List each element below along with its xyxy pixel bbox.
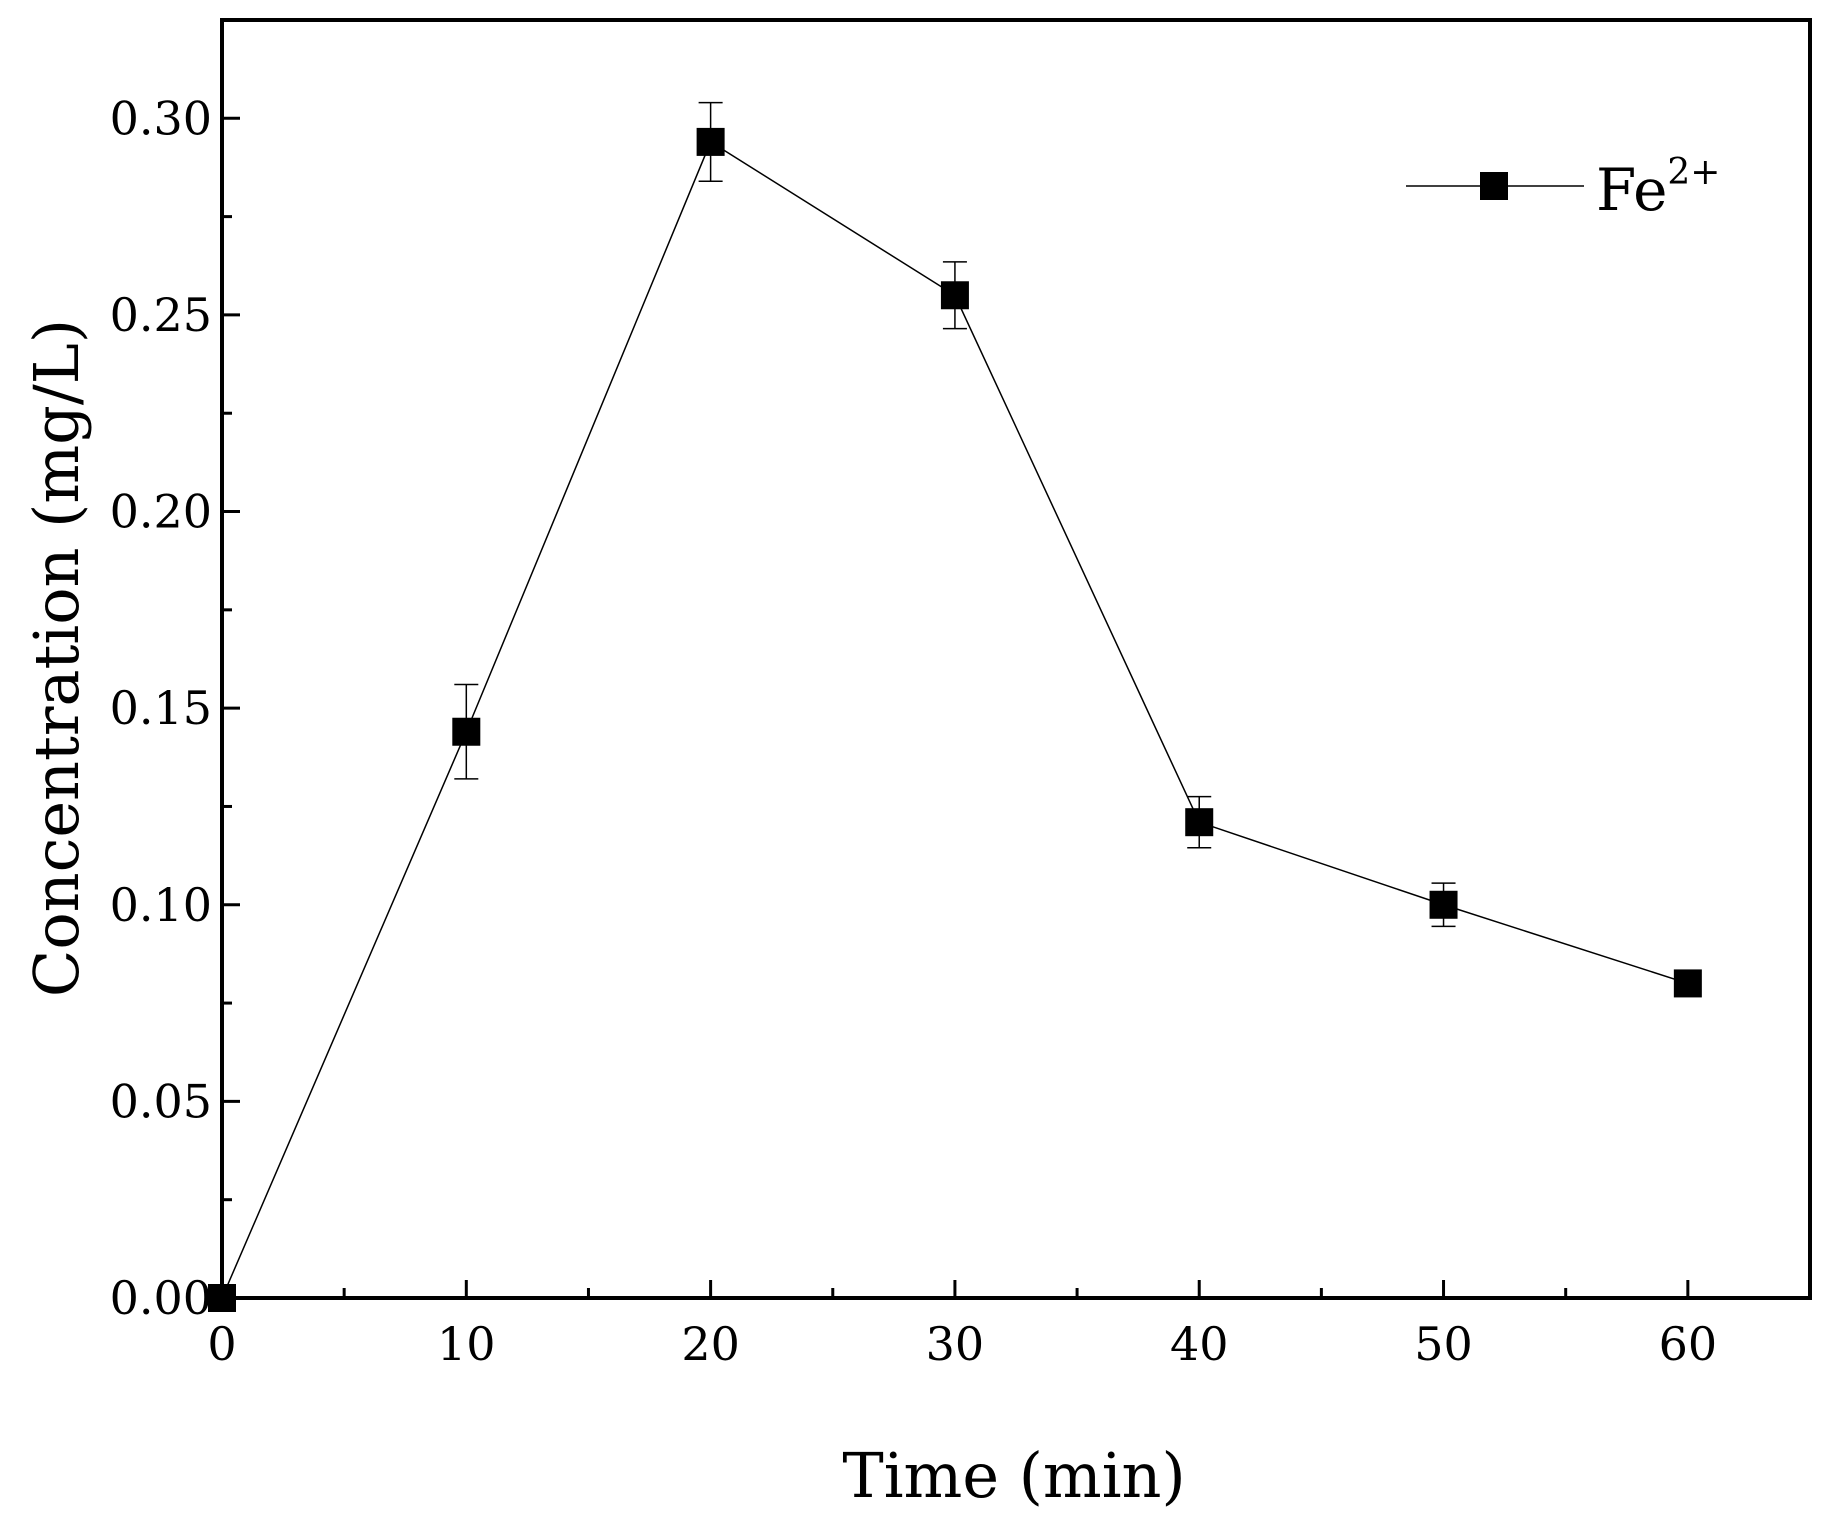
plot-frame bbox=[220, 18, 1812, 1300]
error-bars bbox=[454, 101, 1456, 928]
legend: Fe2+ bbox=[1406, 152, 1720, 224]
y-tick-label: 0.05 bbox=[110, 1074, 212, 1128]
x-tick-label: 60 bbox=[1659, 1317, 1718, 1371]
data-point bbox=[696, 127, 725, 156]
ticks bbox=[220, 116, 1690, 1300]
legend-label-text: Fe bbox=[1596, 156, 1667, 224]
y-tick-label: 0.15 bbox=[110, 681, 212, 735]
y-tick-label: 0.30 bbox=[110, 91, 212, 145]
y-tick-label: 0.20 bbox=[110, 485, 212, 539]
y-tick-label: 0.25 bbox=[110, 288, 212, 342]
x-axis-title: Time (min) bbox=[842, 1439, 1185, 1512]
data-point bbox=[1185, 808, 1214, 837]
x-tick-label: 10 bbox=[437, 1317, 496, 1371]
y-tick-label: 0.10 bbox=[110, 878, 212, 932]
x-tick-label: 50 bbox=[1414, 1317, 1473, 1371]
legend-label-superscript: 2+ bbox=[1667, 152, 1720, 193]
x-tick-label: 40 bbox=[1170, 1317, 1229, 1371]
tick-labels: 0 10 20 30 40 50 60 0.00 0.05 0.10 0.15 0.20 0.25 0.3… bbox=[110, 91, 1718, 1371]
data-point bbox=[1429, 890, 1458, 919]
data-point bbox=[1673, 969, 1702, 998]
data-point bbox=[452, 717, 481, 746]
x-tick-label: 30 bbox=[926, 1317, 985, 1371]
x-tick-label: 0 bbox=[207, 1317, 236, 1371]
y-tick-label: 0.00 bbox=[110, 1271, 212, 1325]
data-point bbox=[940, 281, 969, 310]
x-tick-label: 20 bbox=[681, 1317, 740, 1371]
y-axis-title: Concentration (mg/L) bbox=[20, 319, 93, 997]
axes bbox=[220, 18, 1812, 1300]
legend-label: Fe2+ bbox=[1596, 152, 1720, 224]
legend-marker bbox=[1480, 172, 1508, 200]
series-markers bbox=[208, 127, 1702, 1312]
